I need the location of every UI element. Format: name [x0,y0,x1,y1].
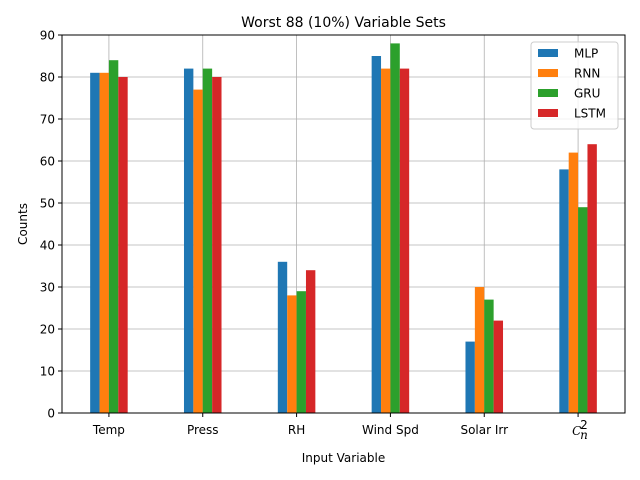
y-tick-label: 60 [40,155,55,169]
bar-rnn-4 [474,287,485,413]
bar-lstm-2 [305,270,316,413]
bar-gru-0 [108,60,119,413]
y-tick-label: 80 [40,71,55,85]
legend-label-rnn: RNN [574,67,600,81]
x-axis-ticks: Temp Press RH Wind Spd Solar Irr Cn2 [92,413,588,442]
svg-text:n: n [580,428,588,442]
x-axis-label: Input Variable [302,451,385,465]
plot-frame [61,34,626,414]
y-tick-label: 40 [40,239,55,253]
x-tick-label: Solar Irr [460,423,508,437]
bar-mlp-2 [277,261,288,413]
svg-text:2: 2 [580,418,588,432]
legend-swatch-gru [538,89,558,97]
bar-lstm-4 [493,320,504,413]
svg-text:C: C [572,424,581,438]
chart-title: Worst 88 (10%) Variable Sets [241,15,446,31]
bar-lstm-3 [399,68,410,413]
bar-mlp-3 [371,56,382,413]
bars [90,43,597,414]
x-tick-label: RH [288,423,305,437]
bar-gru-3 [390,43,400,414]
y-axis-label: Counts [16,203,30,245]
x-tick-label: Temp [92,423,125,437]
bar-gru-2 [296,291,306,413]
bar-lstm-1 [212,77,222,413]
bar-rnn-0 [99,72,109,414]
legend-swatch-rnn [538,69,558,77]
bar-rnn-1 [193,89,203,413]
bar-mlp-5 [559,169,569,413]
bar-lstm-5 [587,144,597,413]
legend-label-gru: GRU [574,87,600,101]
y-tick-label: 30 [40,281,55,295]
bar-gru-4 [484,299,494,413]
bar-rnn-3 [381,68,391,413]
bar-mlp-0 [90,72,100,414]
bar-rnn-2 [287,295,297,413]
y-tick-label: 50 [40,197,55,211]
x-tick-label: Press [187,423,219,437]
bar-mlp-4 [465,341,475,413]
y-tick-label: 0 [47,407,55,421]
legend-swatch-lstm [538,109,558,117]
legend-box [530,41,619,130]
bar-gru-1 [202,68,213,413]
x-tick-label: Wind Spd [362,423,419,437]
y-axis-ticks: 0 10 20 30 40 50 60 70 80 90 [40,29,62,421]
legend-label-mlp: MLP [574,47,598,61]
legend: MLP RNN GRU LSTM [530,41,619,130]
y-tick-label: 70 [40,113,55,127]
bar-rnn-5 [568,152,579,413]
legend-label-lstm: LSTM [574,107,606,121]
y-tick-label: 10 [40,365,55,379]
y-tick-label: 90 [40,29,55,43]
legend-swatch-mlp [538,49,558,57]
bar-gru-5 [578,207,588,413]
bar-mlp-1 [183,68,194,413]
bar-lstm-0 [118,77,128,413]
x-tick-label: Cn2 [572,418,588,442]
y-tick-label: 20 [40,323,55,337]
